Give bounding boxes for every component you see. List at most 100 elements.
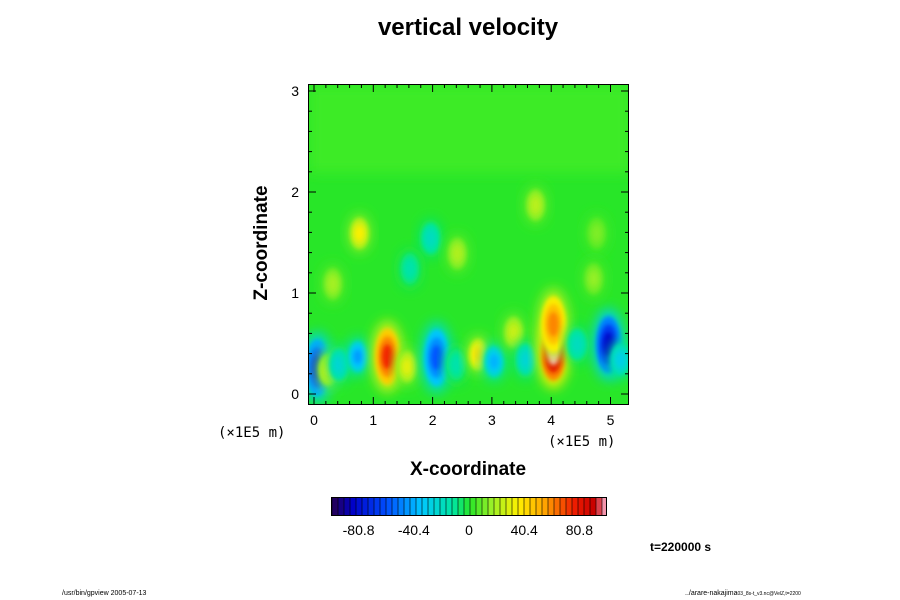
colorbar-tick-label: 40.4: [511, 522, 538, 538]
field-feature: [347, 213, 372, 254]
footer-right-path: ../arare-nakajima: [685, 590, 738, 597]
footer-left: /usr/bin/gpview 2005-07-13: [62, 590, 147, 597]
colorbar-cell: [566, 498, 573, 515]
field-feature: [584, 213, 609, 254]
colorbar-cell: [536, 498, 543, 515]
field-feature: [394, 346, 419, 387]
x-tick-label: 3: [488, 412, 496, 428]
colorbar-tick-label: 0: [465, 522, 473, 538]
field-contour-level: [334, 357, 343, 372]
x-axis-label: X-coordinate: [409, 459, 527, 480]
field-contour-level: [589, 272, 598, 286]
field-feature: [420, 321, 453, 394]
field-feature: [608, 339, 628, 380]
field-contour-level: [381, 344, 393, 369]
time-label: t=220000 s: [650, 540, 712, 554]
field-contour-level: [521, 352, 530, 367]
field-contour-level: [531, 198, 540, 212]
field-contour-level: [402, 359, 411, 374]
colorbar-cell: [578, 498, 585, 515]
colorbar-tick-label: 80.8: [566, 522, 593, 538]
colorbar-tick-label: -40.4: [398, 522, 430, 538]
colorbar-cell: [356, 498, 363, 515]
field-contour-level: [452, 357, 461, 372]
colorbar-cell: [602, 498, 606, 515]
colorbar-cell: [332, 498, 339, 515]
field-feature: [444, 344, 469, 385]
colorbar-cell: [410, 498, 417, 515]
field-contour-level: [592, 226, 601, 241]
colorbar: [331, 497, 607, 516]
colorbar-cell: [596, 498, 603, 515]
colorbar-cell: [350, 498, 357, 515]
field-feature: [326, 344, 351, 385]
x-tick-label: 2: [429, 412, 437, 428]
footer-right: ../arare-nakajima03_8s-t_v3.nc@VelZ,t=22…: [685, 590, 801, 597]
colorbar-cell: [530, 498, 537, 515]
footer-right-sub: 03_8s-t_v3.nc@VelZ,t=2200: [737, 591, 801, 597]
field-contour-level: [616, 352, 625, 367]
field-contour-level: [453, 246, 462, 261]
field-contour-level: [473, 347, 483, 362]
colorbar-cell: [440, 498, 447, 515]
field-contour-level: [509, 325, 518, 340]
colorbar-cell: [482, 498, 489, 515]
x-tick-label: 4: [547, 412, 555, 428]
y-tick-label: 3: [291, 83, 299, 99]
y-tick-label: 1: [291, 285, 299, 301]
colorbar-cell: [518, 498, 525, 515]
colorbar-cell: [512, 498, 519, 515]
field-contour-level: [426, 231, 435, 246]
field-contour-level: [405, 261, 414, 276]
contour-field: [309, 85, 628, 404]
field-feature: [345, 336, 370, 377]
colorbar-cell: [488, 498, 495, 515]
colorbar-cell: [470, 498, 477, 515]
field-contour-level: [353, 349, 362, 364]
colorbar-cell: [392, 498, 399, 515]
colorbar-cell: [554, 498, 561, 515]
field-contour-level: [328, 277, 337, 291]
colorbar-cell: [506, 498, 513, 515]
y-axis-label: Z-coordinate: [251, 185, 272, 301]
colorbar-cell: [458, 498, 465, 515]
colorbar-cell: [374, 498, 381, 515]
colorbar-cell: [464, 498, 471, 515]
colorbar-cell: [404, 498, 411, 515]
colorbar-cell: [434, 498, 441, 515]
colorbar-cell: [446, 498, 453, 515]
field-feature: [397, 248, 422, 289]
plot-area: [308, 84, 629, 405]
colorbar-cell: [368, 498, 375, 515]
colorbar-cell: [476, 498, 483, 515]
colorbar-cell: [428, 498, 435, 515]
field-feature: [418, 218, 443, 259]
colorbar-cell: [362, 498, 369, 515]
x-tick-label: 1: [369, 412, 377, 428]
field-feature: [537, 288, 570, 361]
field-feature: [371, 320, 404, 393]
colorbar-ticks: -80.8 -40.4 0 40.4 80.8: [343, 522, 594, 538]
chart-title: vertical velocity: [377, 14, 559, 41]
colorbar-cell: [500, 498, 507, 515]
colorbar-cell: [590, 498, 597, 515]
field-feature: [482, 341, 507, 382]
colorbar-tick-label: -80.8: [343, 522, 375, 538]
colorbar-cell: [452, 498, 459, 515]
field-contour-level: [431, 345, 443, 370]
field-contour-level: [547, 312, 559, 337]
x-tick-label: 5: [607, 412, 615, 428]
field-feature: [565, 324, 590, 365]
x-axis-unit: (×1E5 m): [548, 434, 616, 450]
colorbar-cell: [422, 498, 429, 515]
colorbar-cell: [338, 498, 345, 515]
colorbar-cell: [560, 498, 567, 515]
colorbar-cell: [344, 498, 351, 515]
field-feature: [320, 263, 345, 304]
field-upper-band: [309, 85, 628, 173]
field-contour-level: [490, 354, 499, 369]
y-tick-label: 2: [291, 184, 299, 200]
field-contour-level: [355, 226, 364, 241]
x-tick-label: 0: [310, 412, 318, 428]
field-contour-level: [573, 337, 582, 352]
